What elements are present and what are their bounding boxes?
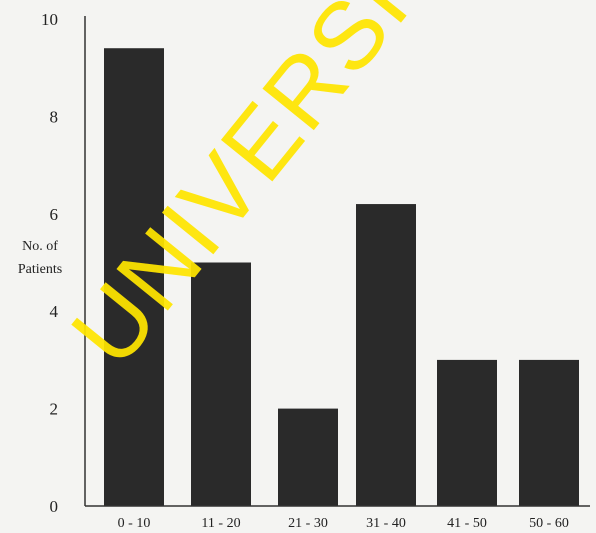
x-tick-label-21-30: 21 - 30 bbox=[288, 516, 328, 531]
bar-0-10 bbox=[104, 48, 164, 506]
y-tick-label-0: 0 bbox=[50, 497, 59, 516]
y-tick-label-8: 8 bbox=[50, 107, 59, 126]
y-tick-label-4: 4 bbox=[50, 302, 59, 321]
bars-group bbox=[104, 48, 579, 506]
y-tick-label-2: 2 bbox=[50, 400, 59, 419]
y-tick-label-6: 6 bbox=[50, 205, 59, 224]
x-tick-label-50-60: 50 - 60 bbox=[529, 516, 569, 531]
bar-50-60 bbox=[519, 359, 579, 506]
x-tick-label-0-10: 0 - 10 bbox=[118, 516, 151, 531]
y-tick-labels: 0 2 4 6 8 10 bbox=[41, 10, 59, 516]
y-axis-label-line-2: Patients bbox=[18, 262, 62, 277]
bar-41-50 bbox=[437, 359, 497, 506]
bar-31-40 bbox=[356, 204, 416, 506]
x-tick-label-41-50: 41 - 50 bbox=[447, 516, 487, 531]
bar-11-20 bbox=[191, 262, 251, 506]
x-tick-label-31-40: 31 - 40 bbox=[366, 516, 406, 531]
bar-21-30 bbox=[278, 408, 338, 506]
y-axis-label-line-1: No. of bbox=[22, 239, 58, 254]
x-tick-labels: 0 - 10 11 - 20 21 - 30 31 - 40 41 - 50 50 - 6… bbox=[118, 516, 569, 531]
y-tick-label-10: 10 bbox=[41, 10, 58, 29]
x-tick-label-11-20: 11 - 20 bbox=[201, 516, 240, 531]
